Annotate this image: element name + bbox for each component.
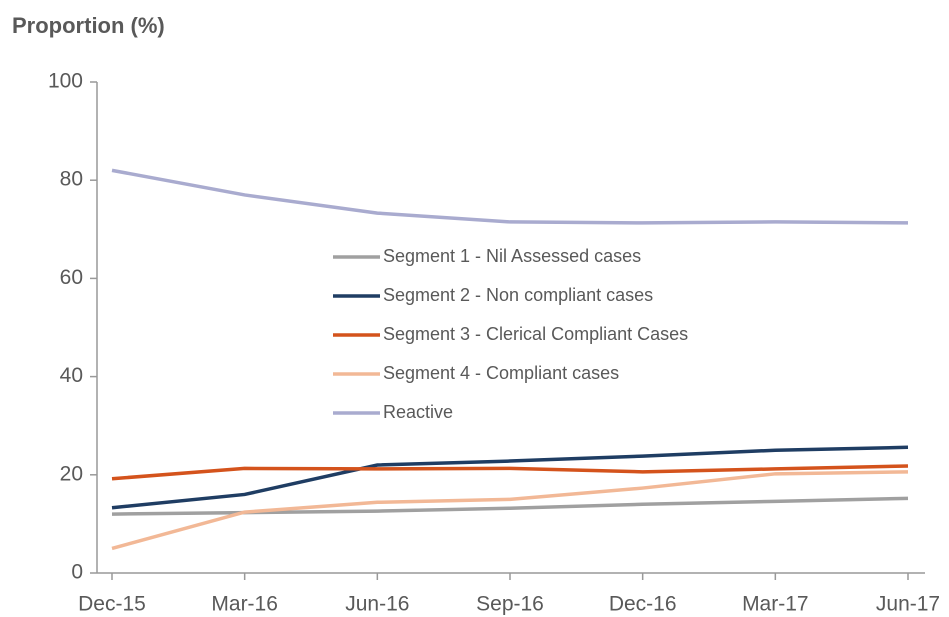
legend-label: Segment 2 - Non compliant cases: [383, 285, 653, 305]
x-tick-label: Jun-17: [876, 593, 940, 616]
x-tick-label: Dec-16: [609, 593, 677, 616]
x-tick-label: Sep-16: [476, 593, 544, 616]
y-tick-label: 100: [48, 70, 83, 93]
y-tick-label: 80: [60, 168, 83, 191]
series-line: [111, 168, 909, 225]
x-tick-label: Dec-15: [78, 593, 146, 616]
y-tick-label: 60: [60, 266, 83, 289]
y-tick-label: 20: [60, 462, 83, 485]
legend-label: Segment 4 - Compliant cases: [383, 363, 619, 383]
series-line: [111, 445, 909, 510]
chart-title: Proportion (%): [12, 13, 165, 38]
legend-label: Segment 3 - Clerical Compliant Cases: [383, 324, 688, 344]
series-line: [111, 470, 909, 551]
x-tick-label: Jun-16: [345, 593, 409, 616]
y-tick-label: 0: [71, 561, 83, 584]
series-line: [111, 464, 909, 481]
x-tick-label: Mar-16: [211, 593, 278, 616]
x-tick-label: Mar-17: [742, 593, 809, 616]
legend-label: Reactive: [383, 402, 453, 422]
legend-label: Segment 1 - Nil Assessed cases: [383, 246, 641, 266]
y-tick-label: 40: [60, 364, 83, 387]
